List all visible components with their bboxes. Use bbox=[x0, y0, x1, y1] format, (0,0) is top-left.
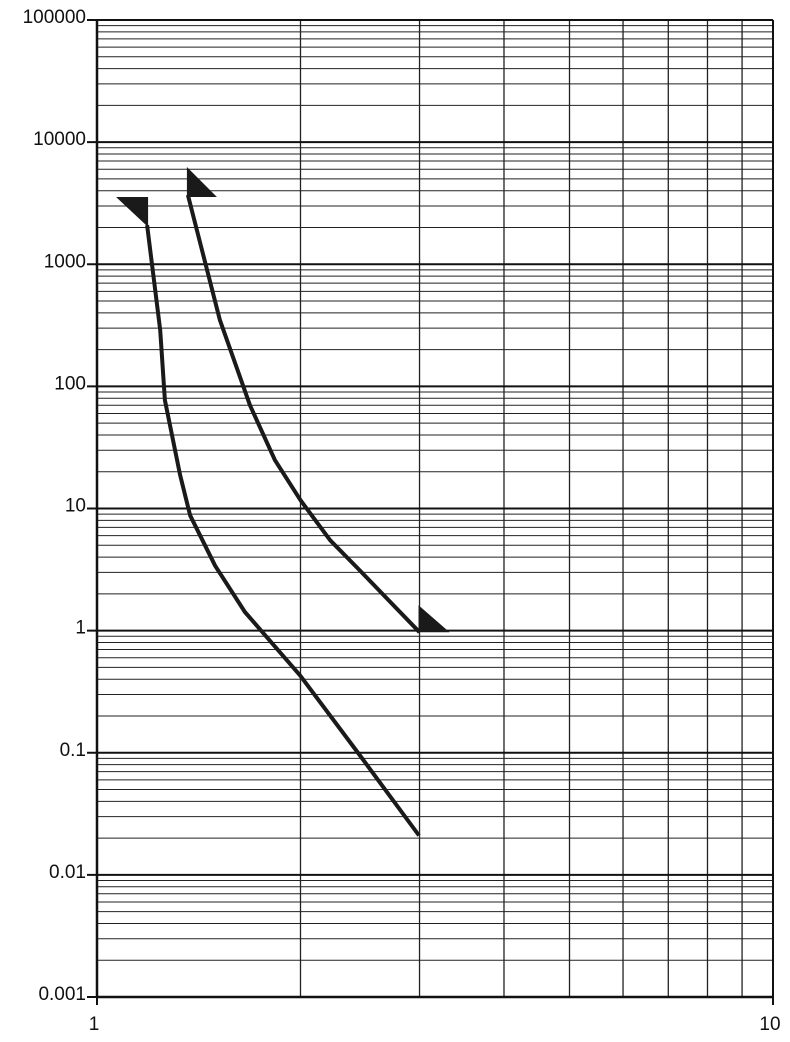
y-tick-label: 100 bbox=[54, 373, 86, 394]
arrowhead bbox=[116, 197, 149, 228]
curve bbox=[145, 224, 421, 837]
y-tick-label: 10000 bbox=[33, 129, 86, 150]
arrowhead bbox=[186, 167, 217, 198]
y-tick-label: 0.1 bbox=[60, 740, 86, 761]
arrowhead bbox=[418, 605, 450, 633]
curve bbox=[185, 194, 421, 634]
y-tick-label: 0.01 bbox=[49, 862, 86, 883]
x-tick-label: 1 bbox=[89, 1014, 100, 1035]
y-tick-label: 10 bbox=[65, 496, 86, 517]
y-tick-label: 1 bbox=[75, 618, 86, 639]
y-tick-label: 0.001 bbox=[38, 984, 86, 1005]
y-tick-label: 1000 bbox=[44, 251, 86, 272]
x-tick-label: 10 bbox=[759, 1014, 780, 1035]
y-tick-label: 100000 bbox=[23, 7, 86, 28]
